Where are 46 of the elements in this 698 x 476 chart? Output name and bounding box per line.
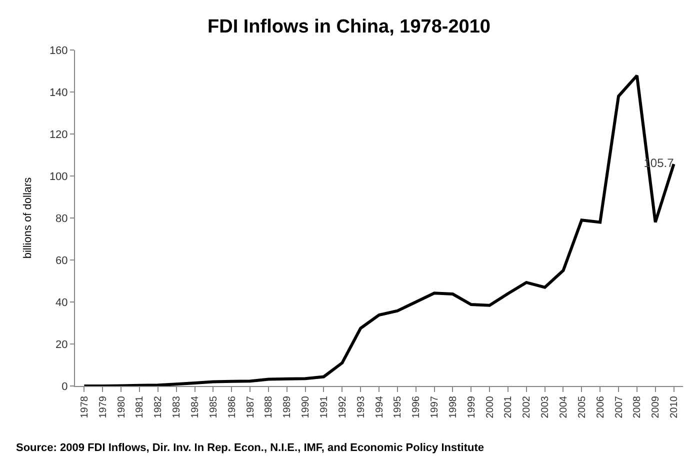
x-tick-label: 1993 [356, 396, 367, 418]
y-tick-label: 40 [56, 296, 68, 309]
x-tick-label: 1994 [374, 396, 386, 418]
x-tick-label: 1988 [264, 396, 275, 418]
y-tick-label: 100 [49, 170, 68, 183]
x-tick-label: 1987 [245, 396, 256, 418]
x-tick-label: 1990 [300, 396, 312, 418]
x-tick-label: 1978 [79, 396, 90, 418]
y-tick-label: 120 [49, 128, 68, 141]
x-tick-label: 2008 [632, 396, 644, 418]
y-tick-label: 160 [49, 44, 68, 57]
y-tick-label: 140 [49, 86, 68, 99]
x-tick-label: 2003 [540, 396, 552, 418]
y-tick-label: 60 [56, 254, 68, 267]
x-tick-label: 2000 [484, 396, 496, 418]
y-axis-title: billions of dollars [22, 176, 34, 259]
x-tick-label: 2005 [576, 396, 588, 418]
x-tick-label: 2002 [522, 396, 533, 418]
x-tick-label: 1980 [116, 396, 128, 418]
x-tick-label: 1979 [98, 396, 109, 418]
x-tick-label: 2004 [558, 396, 570, 418]
x-tick-label: 1983 [172, 396, 183, 418]
x-tick-label: 2001 [503, 396, 514, 418]
x-tick-label: 2007 [614, 396, 625, 418]
x-tick-label: 1992 [337, 396, 348, 418]
x-tick-label: 1982 [153, 396, 164, 418]
x-tick-label: 1989 [282, 396, 294, 418]
x-tick-label: 1999 [466, 396, 478, 418]
line-series [82, 74, 676, 386]
x-tick-label: 1981 [134, 396, 146, 418]
x-tick-label: 2006 [595, 396, 606, 418]
x-tick-label: 1985 [208, 396, 220, 418]
y-tick-label: 20 [56, 338, 68, 351]
x-tick-label: 1984 [190, 396, 202, 418]
x-tick-label: 1996 [411, 396, 422, 418]
x-tick-label: 1998 [448, 396, 459, 418]
y-tick-label: 80 [56, 212, 68, 225]
y-tick-label: 0 [62, 380, 68, 393]
chart-title: FDI Inflows in China, 1978-2010 [208, 16, 490, 38]
x-tick-label: 2009 [650, 396, 662, 418]
x-tick-label: 1997 [430, 396, 441, 418]
x-tick-label: 2010 [669, 396, 680, 418]
x-tick-label: 1995 [392, 396, 404, 418]
x-tick-label: 1986 [226, 396, 238, 418]
x-tick-label: 1991 [318, 396, 330, 418]
source-note: Source: 2009 FDI Inflows, Dir. Inv. In Rep. Econ., N.I.E., IMF, and Economic Policy Institute [16, 442, 484, 454]
